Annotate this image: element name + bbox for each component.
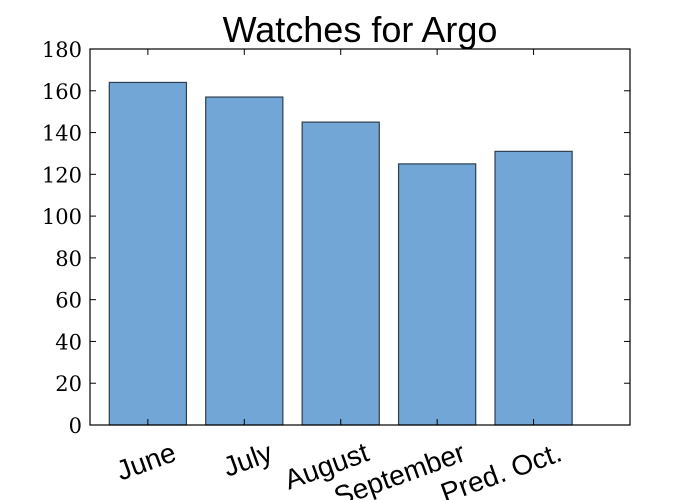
y-tick-label: 60 — [55, 289, 82, 313]
x-tick-label: July — [219, 437, 276, 483]
y-tick-label: 40 — [55, 330, 82, 354]
y-tick-label: 180 — [42, 38, 82, 62]
y-tick-label: 20 — [55, 372, 82, 396]
x-tick-label: June — [112, 437, 180, 487]
y-tick-label: 120 — [42, 163, 82, 187]
bar-june — [108, 81, 188, 426]
plot-frame — [89, 48, 631, 426]
chart-title: Watches for Argo — [222, 9, 498, 50]
bar-september — [397, 163, 477, 426]
y-tick-label: 160 — [42, 80, 82, 104]
bar-august — [301, 121, 380, 426]
y-tick-label: 100 — [42, 205, 82, 229]
y-tick-label: 0 — [69, 414, 82, 438]
bar-pred-oct — [494, 150, 573, 426]
bar-july — [205, 96, 284, 426]
y-tick-label: 140 — [42, 122, 82, 146]
y-tick-label: 80 — [55, 247, 82, 271]
